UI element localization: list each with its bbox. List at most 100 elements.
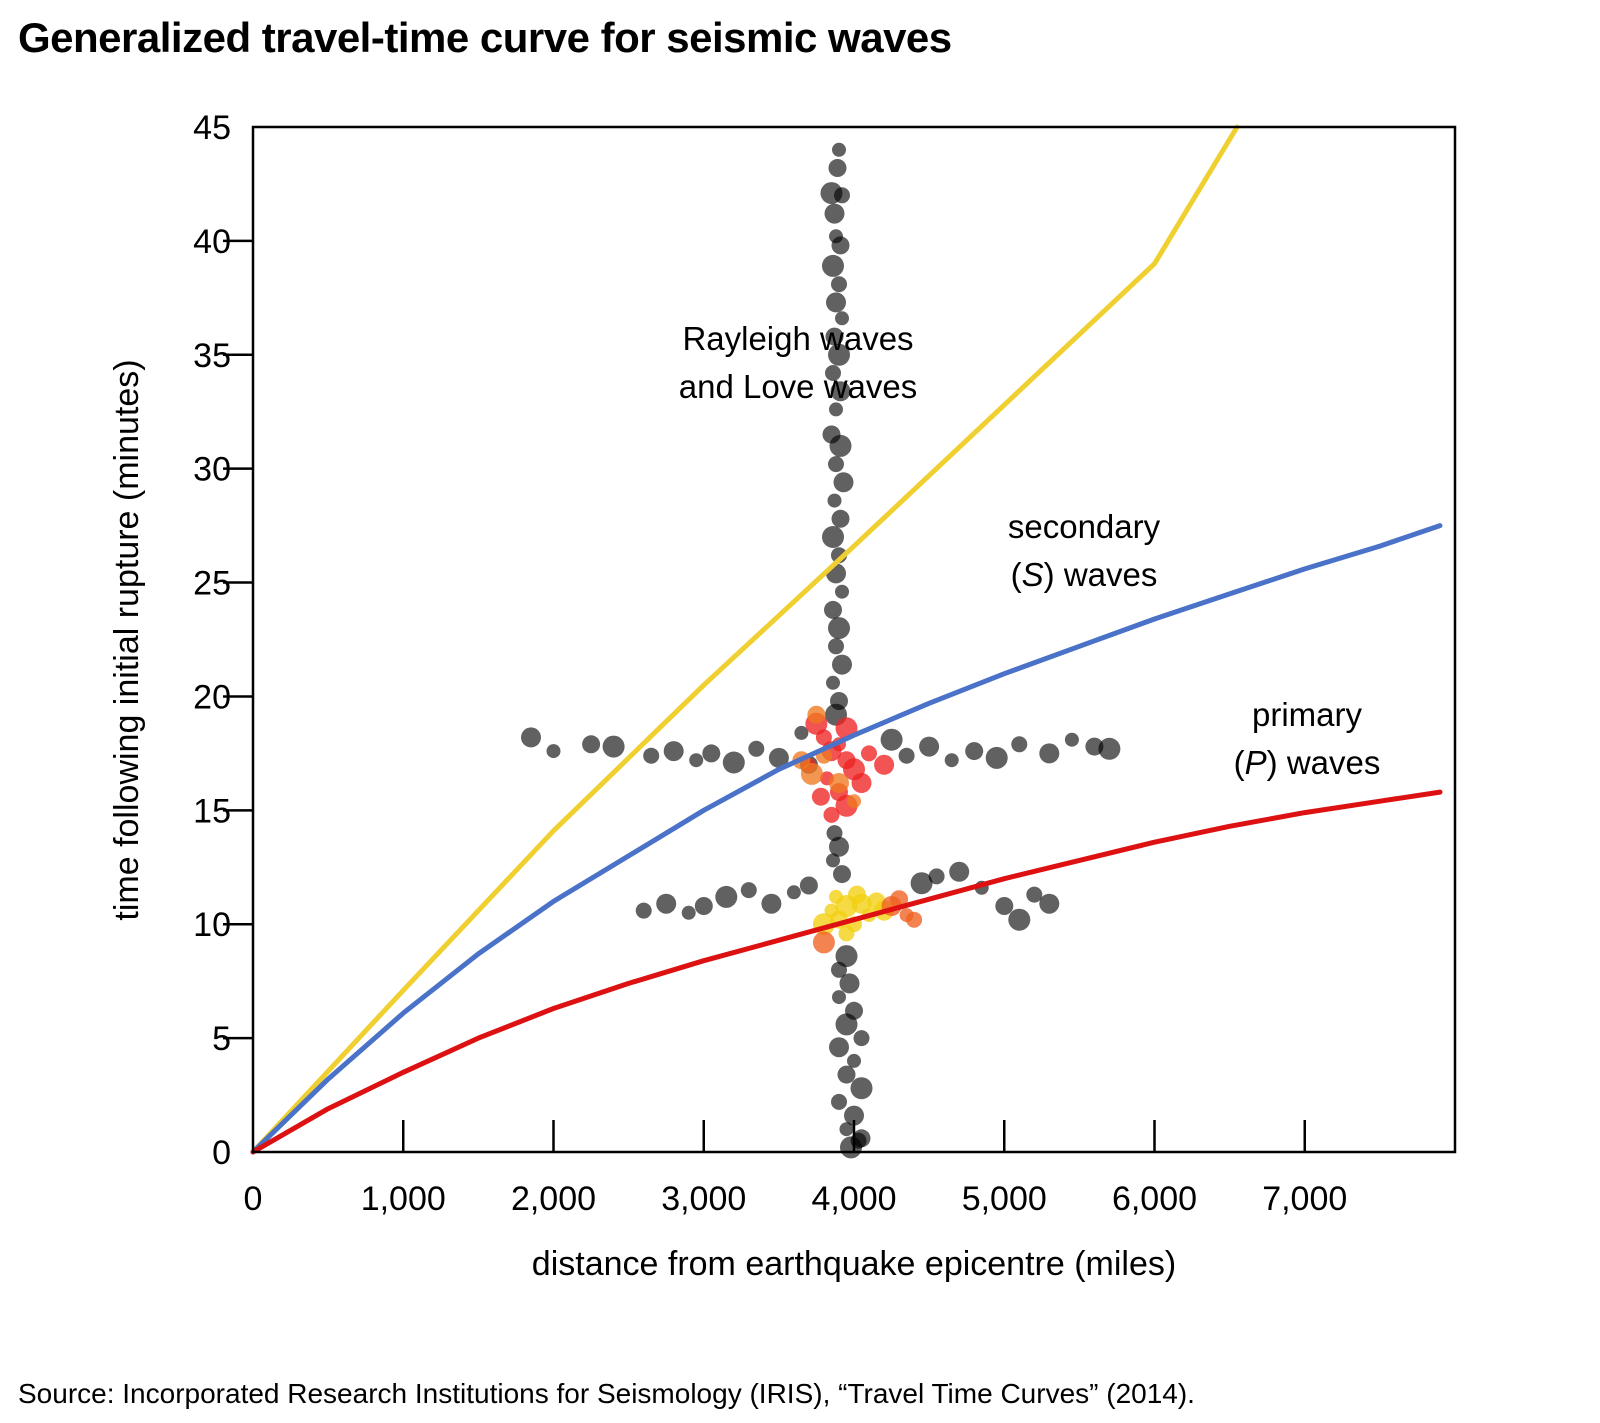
s-wave-label: (S) waves [1011, 556, 1158, 593]
scatter-point [831, 961, 847, 978]
scatter-point [985, 746, 1008, 769]
scatter-point [702, 744, 721, 763]
y-tick-label: 25 [193, 565, 231, 603]
scatter-point [1039, 893, 1060, 914]
scatter-point [799, 876, 818, 895]
s-wave-curve [250, 523, 1443, 1155]
scatter-point [824, 600, 842, 619]
scatter-point [832, 990, 846, 1005]
scatter-point [825, 365, 841, 381]
scatter-point [826, 675, 840, 690]
scatter-point [837, 1065, 856, 1084]
scatter-point [838, 925, 855, 942]
scatter-point [828, 617, 850, 640]
s-wave-label: secondary [1008, 508, 1161, 545]
scatter-point [722, 751, 745, 774]
scatter-layer [521, 142, 1121, 1159]
scatter-point [681, 905, 696, 920]
surface-wave-label: Rayleigh waves [682, 320, 913, 357]
scatter-point [582, 735, 601, 754]
y-tick-label: 20 [193, 678, 231, 716]
scatter-point [829, 434, 852, 457]
x-tick-label: 7,000 [1262, 1180, 1347, 1218]
y-axis-title: time following initial rupture (minutes) [108, 359, 146, 920]
scatter-point [831, 236, 850, 255]
scatter-point [1039, 743, 1060, 764]
scatter-point [944, 753, 959, 768]
scatter-point [826, 853, 840, 868]
scatter-point [546, 744, 561, 759]
y-tick-label: 15 [193, 792, 231, 830]
scatter-point [748, 740, 765, 757]
scatter-point [828, 159, 847, 177]
scatter-point [847, 1053, 861, 1068]
scatter-point [815, 729, 832, 746]
scatter-point [807, 705, 826, 724]
scatter-point [827, 493, 842, 508]
scatter-point [995, 897, 1014, 915]
scatter-point [835, 311, 849, 326]
scatter-point [831, 509, 850, 528]
scatter-point [835, 1013, 858, 1036]
scatter-point [1064, 732, 1079, 747]
scatter-point [965, 742, 984, 761]
y-tick-label: 45 [193, 109, 231, 147]
scatter-point [835, 584, 849, 599]
scatter-point [786, 885, 801, 900]
x-axis-title: distance from earthquake epicentre (mile… [532, 1245, 1176, 1283]
scatter-point [800, 762, 823, 785]
source-note: Source: Incorporated Research Institutio… [18, 1378, 1195, 1409]
scatter-point [829, 1037, 849, 1058]
p-wave-label: primary [1252, 696, 1363, 733]
scatter-point [928, 868, 945, 885]
scatter-point [689, 753, 704, 768]
scatter-point [768, 747, 789, 768]
tick-layer: 0 1,000 2,000 3,000 4,000 5,000 6,000 7,000 0 5 10… [193, 109, 1347, 1218]
x-tick-label: 4,000 [811, 1180, 896, 1218]
scatter-point [656, 893, 677, 914]
scatter-point [829, 402, 843, 417]
scatter-point [906, 911, 923, 928]
scatter-point [521, 727, 541, 748]
scatter-point [824, 203, 845, 224]
scatter-point [839, 973, 860, 994]
scatter-point [828, 456, 844, 473]
y-tick-label: 5 [212, 1020, 231, 1058]
scatter-point [830, 381, 851, 402]
scatter-point [847, 794, 861, 809]
x-tick-label: 1,000 [361, 1180, 446, 1218]
y-tick-label: 10 [193, 906, 231, 944]
scatter-point [794, 725, 809, 740]
scatter-point [643, 747, 660, 764]
scatter-point [835, 945, 858, 968]
scatter-point [694, 897, 713, 915]
surface-wave-label: and Love waves [679, 368, 918, 405]
chart-title: Generalized travel-time curve for seismi… [18, 14, 952, 61]
scatter-point [829, 773, 849, 793]
scatter-point [848, 885, 866, 904]
scatter-point [839, 1122, 854, 1137]
scatter-point [812, 931, 835, 954]
scatter-point [811, 787, 830, 806]
scatter-point [949, 861, 970, 882]
scatter-point [850, 1077, 873, 1100]
scatter-point [829, 836, 849, 857]
y-tick-label: 30 [193, 451, 231, 489]
scatter-point [910, 872, 933, 895]
scatter-point [1008, 908, 1031, 931]
plot-frame [251, 125, 1457, 1154]
scatter-point [829, 889, 843, 904]
scatter-point [898, 747, 915, 764]
y-tick-label: 40 [193, 223, 231, 261]
scatter-point [919, 736, 940, 757]
scatter-point [822, 526, 844, 548]
scatter-point [740, 882, 757, 899]
x-tick-label: 5,000 [962, 1180, 1047, 1218]
scatter-point [761, 893, 782, 914]
scatter-point [715, 885, 738, 908]
scatter-point [874, 754, 895, 775]
scatter-point [825, 327, 844, 346]
scatter-point [853, 1030, 870, 1047]
x-tick-label: 2,000 [511, 1180, 596, 1218]
surface-wave-curve [250, 124, 1240, 1155]
